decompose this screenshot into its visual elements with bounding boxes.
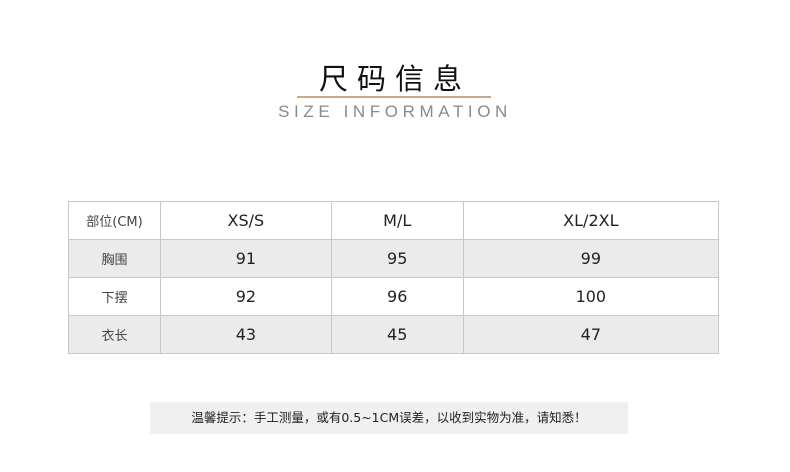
column-header: XL/2XL [462, 201, 720, 240]
page-subtitle: SIZE INFORMATION [278, 102, 512, 121]
table-cell: 91 [160, 239, 332, 278]
table-cell: 45 [330, 315, 464, 354]
measurement-note: 温馨提示：手工测量，或有0.5~1CM误差，以收到实物为准，请知悉！ [150, 402, 628, 434]
table-cell: 96 [330, 277, 464, 316]
column-header: M/L [330, 201, 464, 240]
table-cell: 99 [462, 239, 720, 278]
table-row: 胸围 91 95 99 [68, 239, 720, 278]
table-cell: 100 [462, 277, 720, 316]
row-label: 下摆 [68, 277, 161, 316]
row-label: 胸围 [68, 239, 161, 278]
column-header: 部位(CM) [68, 201, 161, 240]
table-header-row: 部位(CM) XS/S M/L XL/2XL [68, 201, 720, 240]
table-row: 衣长 43 45 47 [68, 315, 720, 354]
table-cell: 95 [330, 239, 464, 278]
title-divider [297, 96, 491, 98]
size-table: 部位(CM) XS/S M/L XL/2XL 胸围 91 95 99 下摆 92… [68, 201, 720, 354]
table-row: 下摆 92 96 100 [68, 277, 720, 316]
page-title: 尺码信息 [318, 62, 471, 96]
column-header: XS/S [160, 201, 332, 240]
table-cell: 47 [462, 315, 720, 354]
table-cell: 43 [160, 315, 332, 354]
row-label: 衣长 [68, 315, 161, 354]
table-cell: 92 [160, 277, 332, 316]
